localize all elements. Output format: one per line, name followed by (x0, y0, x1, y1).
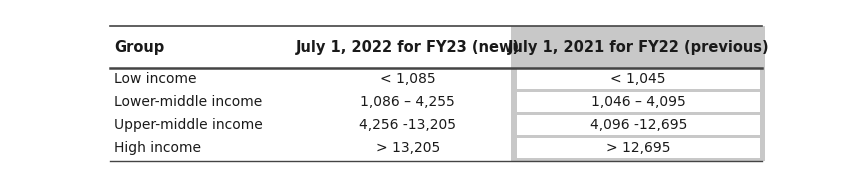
Bar (517, 69, 760, 89)
Bar (512, 26, 765, 68)
Text: Lower-middle income: Lower-middle income (114, 95, 263, 109)
Text: July 1, 2021 for FY22 (previous): July 1, 2021 for FY22 (previous) (507, 40, 769, 55)
Text: July 1, 2022 for FY23 (new): July 1, 2022 for FY23 (new) (296, 40, 519, 55)
Bar (304, 115, 512, 138)
Text: 1,086 – 4,255: 1,086 – 4,255 (360, 95, 455, 109)
Text: Low income: Low income (114, 72, 196, 86)
Text: 1,046 – 4,095: 1,046 – 4,095 (591, 95, 686, 109)
Bar (517, 92, 760, 112)
Bar (512, 115, 765, 138)
Bar (517, 115, 760, 135)
Bar (304, 68, 512, 92)
Bar (106, 68, 304, 92)
Bar (106, 115, 304, 138)
Text: Upper-middle income: Upper-middle income (114, 118, 263, 132)
Text: > 12,695: > 12,695 (606, 141, 671, 155)
Text: Group: Group (114, 40, 164, 55)
Bar (304, 26, 512, 68)
Bar (106, 138, 304, 159)
Text: High income: High income (114, 141, 201, 155)
Text: > 13,205: > 13,205 (376, 141, 439, 155)
Bar (106, 92, 304, 115)
Text: < 1,085: < 1,085 (380, 72, 435, 86)
Text: 4,256 -13,205: 4,256 -13,205 (360, 118, 456, 132)
Bar (512, 159, 765, 161)
Bar (517, 138, 760, 158)
Bar (512, 68, 765, 92)
Bar (304, 138, 512, 159)
Bar (304, 92, 512, 115)
Bar (512, 138, 765, 161)
Text: 4,096 -12,695: 4,096 -12,695 (590, 118, 687, 132)
Bar (512, 92, 765, 115)
Bar (106, 26, 304, 68)
Text: < 1,045: < 1,045 (610, 72, 666, 86)
